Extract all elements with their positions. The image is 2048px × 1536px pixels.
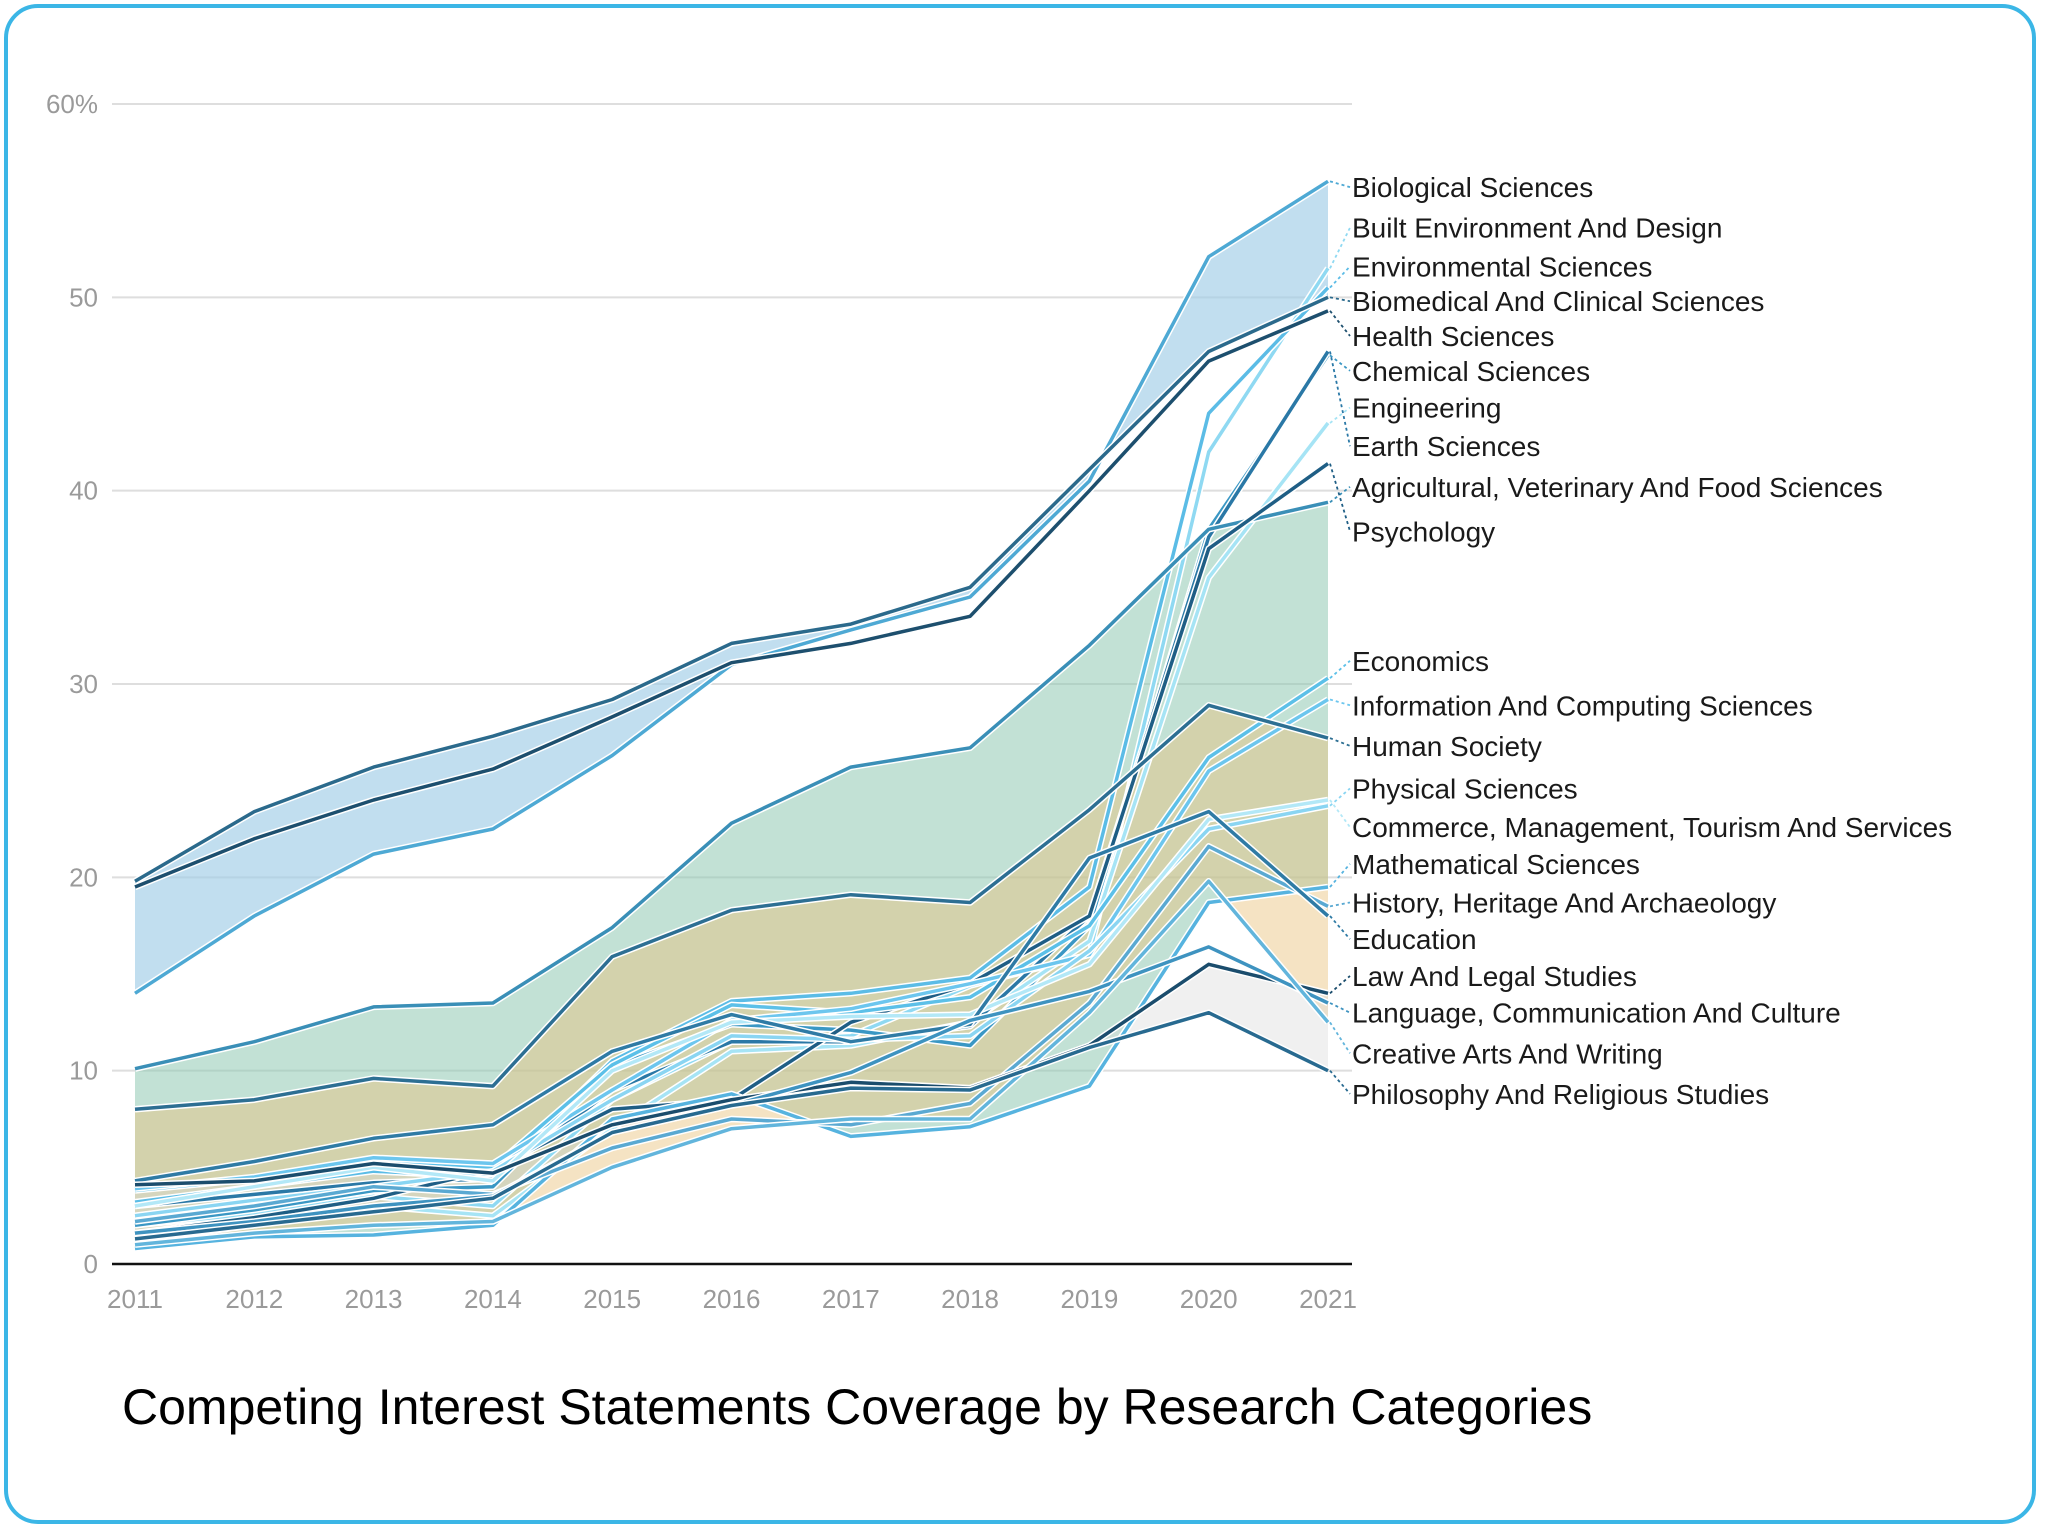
series-line-commerce-management-tourism-and-services xyxy=(134,798,1329,1208)
label-leader-language-communication-and-culture xyxy=(1329,1002,1351,1014)
label-leader-chemical-sciences xyxy=(1329,354,1351,372)
y-tick-label: 60% xyxy=(46,89,98,119)
series-line-agricultural-veterinary-and-food-sciences xyxy=(134,500,1329,1071)
x-tick-label: 2018 xyxy=(941,1284,999,1314)
label-leader-engineering xyxy=(1329,406,1351,424)
series-label-law-and-legal-studies: Law And Legal Studies xyxy=(1352,961,1637,992)
x-tick-label: 2011 xyxy=(107,1284,163,1314)
series-label-mathematical-sciences: Mathematical Sciences xyxy=(1352,849,1640,880)
band-human-society xyxy=(135,705,1328,1245)
label-leader-education xyxy=(1329,915,1351,940)
x-tick-label: 2021 xyxy=(1299,1284,1357,1314)
y-tick-label: 50 xyxy=(69,282,98,312)
series-label-engineering: Engineering xyxy=(1352,393,1501,424)
series-label-history-heritage-and-archaeology: History, Heritage And Archaeology xyxy=(1352,887,1776,918)
y-tick-label: 20 xyxy=(69,862,98,892)
label-leader-built-environment-and-design xyxy=(1329,227,1351,269)
series-label-health-sciences: Health Sciences xyxy=(1352,321,1554,352)
series-line-creative-arts-and-writing xyxy=(134,879,1330,1247)
series-line-mathematical-sciences xyxy=(134,885,1329,1251)
series-label-philosophy-and-religious-studies: Philosophy And Religious Studies xyxy=(1352,1079,1769,1110)
label-leader-commerce-management-tourism-and-services xyxy=(1329,799,1351,828)
x-tick-label: 2014 xyxy=(464,1284,522,1314)
series-label-physical-sciences: Physical Sciences xyxy=(1352,773,1578,804)
y-tick-label: 40 xyxy=(69,476,98,506)
series-label-creative-arts-and-writing: Creative Arts And Writing xyxy=(1352,1038,1663,1069)
series-line-philosophy-and-religious-studies xyxy=(134,1010,1329,1241)
series-label-earth-sciences: Earth Sciences xyxy=(1352,431,1540,462)
series-label-built-environment-and-design: Built Environment And Design xyxy=(1352,213,1722,244)
label-leader-law-and-legal-studies xyxy=(1329,975,1351,995)
series-label-language-communication-and-culture: Language, Communication And Culture xyxy=(1352,998,1841,1029)
series-label-commerce-management-tourism-and-services: Commerce, Management, Tourism And Servic… xyxy=(1352,812,1952,843)
band-biomedical-and-clinical-sciences xyxy=(135,181,1328,994)
label-leader-creative-arts-and-writing xyxy=(1329,1021,1351,1054)
chart-title: Competing Interest Statements Coverage b… xyxy=(122,1379,1593,1435)
series-lines xyxy=(133,178,1331,1252)
series-label-education: Education xyxy=(1352,924,1477,955)
y-tick-label: 10 xyxy=(69,1056,98,1086)
x-tick-label: 2016 xyxy=(703,1284,761,1314)
series-label-economics: Economics xyxy=(1352,646,1489,677)
series-label-information-and-computing-sciences: Information And Computing Sciences xyxy=(1352,690,1813,721)
y-tick-label: 30 xyxy=(69,669,98,699)
series-label-agricultural-veterinary-and-food-sciences: Agricultural, Veterinary And Food Scienc… xyxy=(1352,472,1883,503)
x-tick-label: 2015 xyxy=(583,1284,641,1314)
label-leader-earth-sciences xyxy=(1329,351,1351,447)
x-tick-label: 2013 xyxy=(345,1284,403,1314)
series-line-health-sciences xyxy=(134,309,1329,889)
label-leader-physical-sciences xyxy=(1329,787,1351,807)
x-tick-label: 2012 xyxy=(225,1284,283,1314)
label-leader-economics xyxy=(1329,660,1351,679)
label-leader-biological-sciences xyxy=(1329,180,1351,188)
x-tick-label: 2017 xyxy=(822,1284,880,1314)
series-label-environmental-sciences: Environmental Sciences xyxy=(1352,251,1652,282)
label-leader-information-and-computing-sciences xyxy=(1329,698,1351,707)
series-line-history-heritage-and-archaeology xyxy=(134,844,1329,1224)
series-line-education xyxy=(134,809,1330,1183)
series-line-human-society xyxy=(134,703,1329,1112)
label-leader-mathematical-sciences xyxy=(1329,863,1351,888)
y-tick-label: 0 xyxy=(84,1249,98,1279)
x-tick-label: 2019 xyxy=(1060,1284,1118,1314)
label-leader-philosophy-and-religious-studies xyxy=(1329,1070,1351,1095)
series-labels: Biological Sciences Built Environment And… xyxy=(1329,172,1952,1110)
label-leader-human-society xyxy=(1329,737,1351,747)
label-leader-psychology xyxy=(1329,463,1351,532)
series-line-biomedical-and-clinical-sciences xyxy=(134,295,1329,883)
series-label-biomedical-and-clinical-sciences: Biomedical And Clinical Sciences xyxy=(1352,286,1764,317)
series-line-law-and-legal-studies xyxy=(134,962,1329,1187)
label-leader-history-heritage-and-archaeology xyxy=(1329,901,1351,908)
y-axis-ticks: 0 10 20 30 40 50 60% xyxy=(46,89,98,1279)
series-label-psychology: Psychology xyxy=(1352,516,1495,547)
label-leader-health-sciences xyxy=(1329,310,1351,337)
series-label-biological-sciences: Biological Sciences xyxy=(1352,172,1593,203)
label-leader-environmental-sciences xyxy=(1329,265,1351,289)
x-tick-label: 2020 xyxy=(1180,1284,1238,1314)
x-axis-ticks: 2011 2012 2013 2014 2015 2016 2017 2018 2019 2020… xyxy=(107,1284,1357,1314)
series-label-human-society: Human Society xyxy=(1352,731,1542,762)
series-label-chemical-sciences: Chemical Sciences xyxy=(1352,356,1590,387)
